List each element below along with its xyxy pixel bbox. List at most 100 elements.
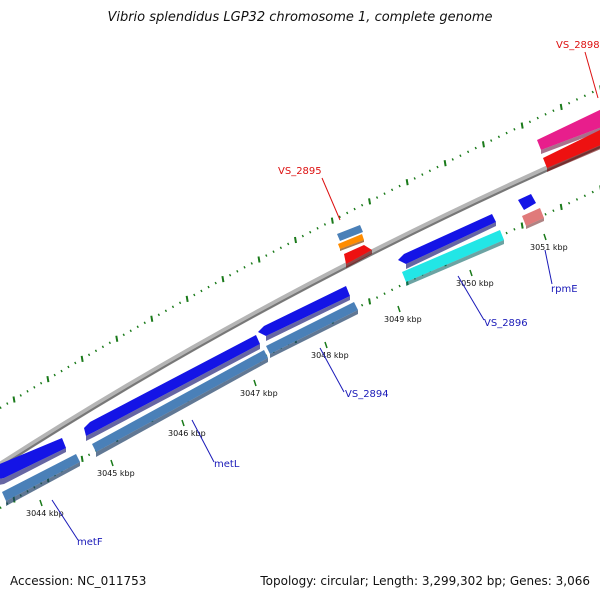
ticks-outer-tick [528,120,532,124]
gene-VS_2894-reverse[interactable] [266,302,358,358]
ticks-outer-tick [316,227,319,230]
ticks-outer-tick [236,269,239,273]
ticks-inner-tick [368,298,372,305]
ticks-outer-tick [39,381,43,385]
ticks-outer-tick [421,173,424,176]
ticks-outer-tick [383,192,386,196]
ticks-outer-tick [193,293,196,297]
gene-metL-reverse[interactable] [92,350,268,457]
outer-tick-row [0,85,600,410]
ticks-outer-tick [272,250,275,254]
gene-VS_2896-forward[interactable] [398,214,496,269]
ticks-outer-tick [301,234,304,238]
scale-label: 3049 kbp [384,315,422,324]
ticks-inner-tick [544,213,547,216]
scale-tick [181,419,185,427]
gene-VS_2898-red[interactable] [543,128,600,172]
ticks-inner-tick [567,201,571,205]
ticks-outer-tick [243,266,246,269]
scale-label: 3046 kbp [168,429,206,438]
ticks-outer-tick [520,122,524,129]
gene-rpmE-forward[interactable] [518,194,536,210]
ticks-outer-tick [122,333,125,337]
ticks-inner-tick [80,455,84,463]
ticks-outer-tick [12,396,16,403]
gene-VS_2896-reverse[interactable] [402,230,504,286]
ticks-outer-tick [279,246,282,250]
accession-text: Accession: NC_011753 [10,574,147,588]
genome-backbone [0,142,600,468]
gene-VS_2895-stack[interactable] [337,225,372,268]
ticks-outer-tick [552,109,555,112]
ticks-outer-tick [53,373,56,377]
ticks-outer-tick [474,146,477,150]
gene-VS_2894-forward[interactable] [258,286,350,341]
ticks-outer-tick [108,341,111,345]
ticks-outer-tick [591,90,594,94]
ticks-inner-tick [360,303,364,307]
ticks-inner-tick [383,292,386,296]
gene-label-metL[interactable]: metL [214,459,240,470]
ticks-outer-tick [536,116,539,120]
scale-label: 3044 kbp [26,509,64,518]
gene-metF-forward[interactable] [0,438,66,486]
ticks-outer-tick [74,361,77,365]
ticks-outer-tick [428,169,432,173]
gene-label-VS_2894[interactable]: VS_2894 [345,389,389,400]
ticks-outer-tick [101,345,105,349]
ticks-outer-tick [6,402,9,405]
scale-tick [253,379,257,387]
ticks-outer-tick [60,369,63,373]
gene-label-metF[interactable]: metF [77,537,103,548]
gene-metF-reverse[interactable] [2,454,80,506]
genome-summary-text: Topology: circular; Length: 3,299,302 bp… [260,574,590,588]
scale-label: 3048 kbp [311,351,349,360]
gene-label-VS_2898[interactable]: VS_2898 [556,40,600,51]
gene-label-rpmE[interactable]: rpmE [551,284,578,295]
ticks-outer-tick [129,329,132,333]
map-title: Vibrio splendidus LGP32 chromosome 1, co… [107,10,493,25]
ticks-inner-tick [575,198,579,201]
ticks-outer-tick [94,349,98,353]
ticks-outer-tick [19,394,22,397]
ticks-outer-tick [398,184,401,188]
inner-tick-row [0,185,600,510]
ticks-outer-tick [575,98,579,101]
gene-label-VS_2895[interactable]: VS_2895 [278,166,322,177]
gene-VS_2898-pink[interactable] [537,108,600,154]
ticks-inner-tick [583,194,586,198]
ticks-outer-tick [143,321,146,325]
ticks-outer-tick [0,406,2,410]
ticks-inner-tick [0,506,2,510]
ticks-inner-tick [505,231,508,235]
ticks-outer-tick [67,365,70,369]
ticks-outer-tick [583,94,586,98]
ticks-outer-tick [221,275,225,283]
ticks-outer-tick [323,223,327,226]
ticks-outer-tick [115,335,119,342]
gene-metL-forward[interactable] [84,335,260,441]
gene-label-VS_2896[interactable]: VS_2896 [484,318,528,329]
ticks-outer-tick [157,313,160,317]
ticks-outer-tick [513,127,516,131]
ticks-outer-tick [353,207,356,211]
ticks-outer-tick [228,273,232,277]
ticks-outer-tick [257,256,261,263]
ticks-outer-tick [451,158,454,161]
ticks-inner-tick [87,453,91,457]
scale-label: 3045 kbp [97,469,135,478]
ticks-inner-tick [559,203,563,211]
ticks-outer-tick [185,295,189,303]
ticks-outer-tick [150,315,154,322]
ticks-outer-tick [330,217,334,224]
scale-tick [469,269,473,277]
ticks-outer-tick [405,179,409,186]
ticks-outer-tick [33,385,36,389]
ticks-outer-tick [265,254,268,257]
ticks-outer-tick [368,198,372,205]
ticks-outer-tick [178,301,182,305]
ticks-outer-tick [287,242,290,246]
gene-rpmE-reverse[interactable] [522,208,544,229]
ticks-outer-tick [497,135,501,139]
